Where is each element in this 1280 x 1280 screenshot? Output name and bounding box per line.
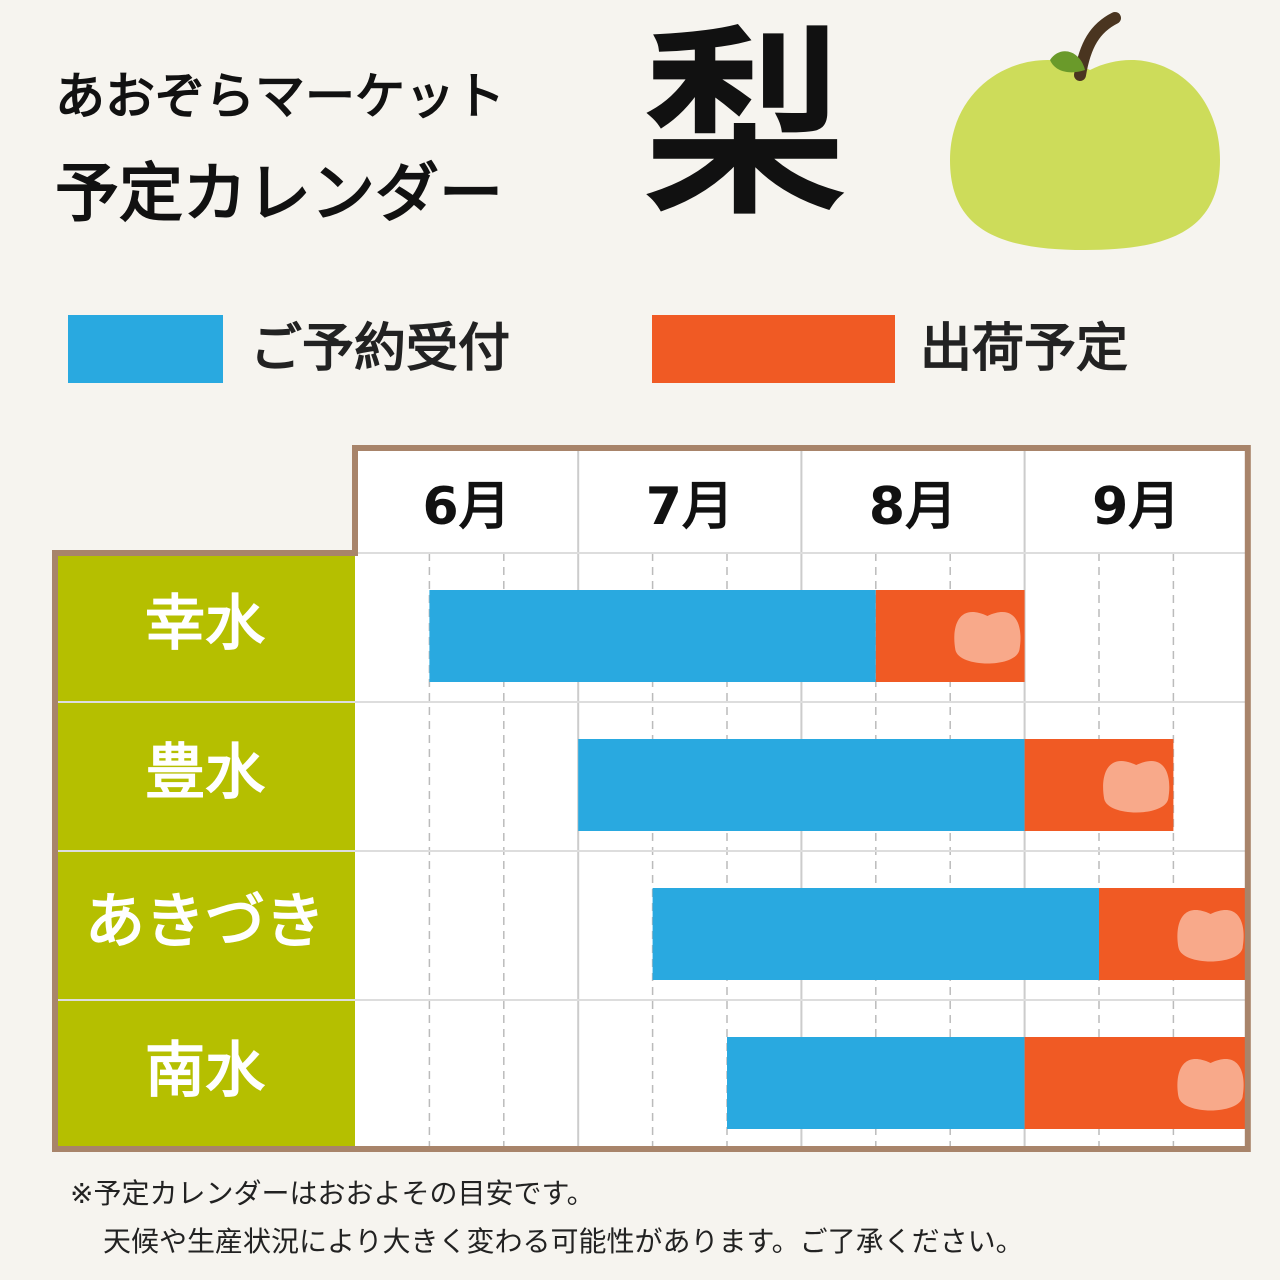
reserve-bar <box>727 1037 1025 1129</box>
month-label: 6月 <box>423 477 511 537</box>
note: ※予定カレンダーはおおよその目安です。 <box>70 1177 595 1210</box>
variety-label: 南水 <box>145 1036 266 1106</box>
legend-label: 出荷予定 <box>920 319 1128 379</box>
month-label: 9月 <box>1092 477 1180 537</box>
fruit-title: 梨 <box>645 10 845 243</box>
calendar-border <box>52 445 1251 1152</box>
legend-swatch <box>652 315 895 383</box>
legend-label: ご予約受付 <box>250 319 510 379</box>
reserve-bar <box>578 739 1025 831</box>
legend-swatch <box>68 315 223 383</box>
reserve-bar <box>652 888 1099 980</box>
fruit-icon <box>1177 910 1244 962</box>
month-label: 7月 <box>646 477 734 537</box>
fruit-icon <box>954 612 1021 664</box>
variety-label: 豊水 <box>145 738 266 808</box>
month-label: 8月 <box>869 477 957 537</box>
title-line1: あおぞらマーケット <box>55 68 505 126</box>
fruit-icon <box>1177 1059 1244 1111</box>
fruit-icon <box>1103 761 1170 813</box>
title-line2: 予定カレンダー <box>55 158 503 232</box>
pear-illustration <box>950 12 1220 251</box>
variety-label: あきづき <box>85 887 325 957</box>
variety-label: 幸水 <box>145 589 266 659</box>
reserve-bar <box>429 590 876 682</box>
note: 天候や生産状況により大きく変わる可能性があります。ご了承ください。 <box>103 1225 1024 1258</box>
